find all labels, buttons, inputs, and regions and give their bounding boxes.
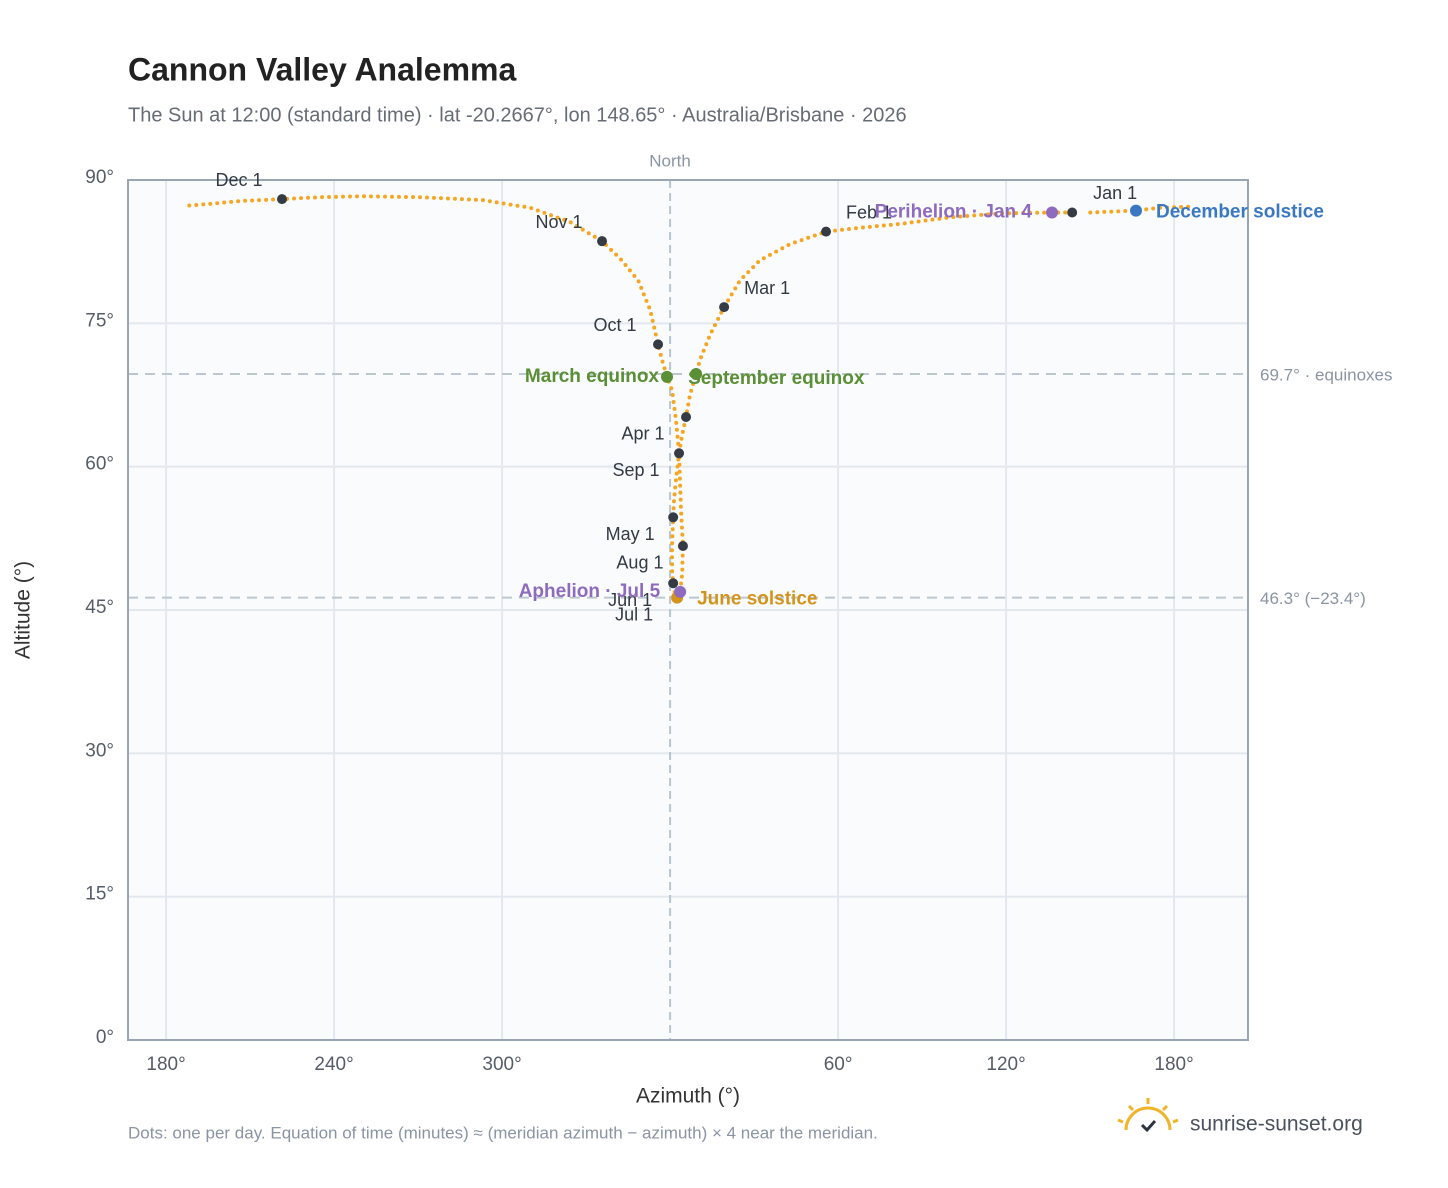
meridian-label: North	[649, 151, 691, 170]
chart-subtitle: The Sun at 12:00 (standard time) · lat -…	[128, 104, 907, 126]
y-tick-label: 45°	[85, 597, 114, 618]
month-marker	[719, 302, 730, 313]
chart-title: Cannon Valley Analemma	[128, 51, 516, 87]
y-tick-label: 15°	[85, 884, 114, 905]
event-marker	[661, 370, 673, 383]
y-axis-label: Altitude (°)	[12, 561, 35, 659]
month-label: Jul 1	[615, 604, 653, 624]
month-label: Jun 1	[608, 590, 652, 610]
event-label: December solstice	[1156, 202, 1324, 223]
month-marker	[653, 339, 664, 350]
y-tick-label: 0°	[96, 1027, 114, 1048]
month-label: Oct 1	[594, 315, 637, 335]
event-marker	[690, 367, 703, 380]
month-marker	[597, 236, 608, 247]
month-label: Mar 1	[744, 278, 790, 298]
reference-label: 46.3° (−23.4°)	[1260, 589, 1366, 608]
month-marker	[1067, 207, 1078, 218]
event-label: Aphelion · Jul 5	[519, 581, 661, 602]
month-marker	[668, 578, 679, 589]
event-marker	[1130, 204, 1142, 217]
month-marker	[674, 448, 685, 459]
month-label: Feb 1	[846, 202, 892, 222]
x-axis-label: Azimuth (°)	[636, 1085, 740, 1108]
event-marker	[674, 585, 687, 598]
month-marker	[277, 194, 287, 205]
month-marker	[677, 540, 688, 551]
month-label: May 1	[606, 524, 655, 544]
brand-logo	[1117, 1098, 1179, 1133]
event-marker	[1046, 206, 1058, 219]
y-tick-label: 30°	[85, 740, 114, 761]
month-marker	[681, 411, 692, 422]
x-tick-label: 240°	[314, 1054, 353, 1075]
month-marker	[821, 226, 832, 237]
y-tick-label: 90°	[85, 167, 114, 188]
month-label: Aug 1	[616, 553, 663, 573]
footnote: Dots: one per day. Equation of time (min…	[128, 1123, 878, 1142]
month-marker	[668, 512, 679, 523]
event-label: Perihelion · Jan 4	[875, 202, 1033, 223]
x-tick-label: 300°	[482, 1054, 521, 1075]
month-label: Dec 1	[215, 170, 262, 190]
month-label: Jan 1	[1093, 183, 1137, 203]
month-label: Apr 1	[622, 424, 665, 444]
month-label: Nov 1	[536, 212, 583, 232]
reference-label: 69.7° · equinoxes	[1260, 365, 1393, 384]
x-tick-label: 180°	[1154, 1054, 1193, 1075]
x-tick-label: 180°	[146, 1054, 185, 1075]
event-label: September equinox	[688, 368, 865, 389]
x-tick-label: 120°	[986, 1054, 1025, 1075]
plot-border	[127, 179, 1249, 1041]
x-tick-label: 60°	[824, 1054, 853, 1075]
month-label: Sep 1	[613, 460, 660, 480]
y-tick-label: 60°	[85, 454, 114, 475]
event-label: March equinox	[525, 366, 660, 387]
y-tick-label: 75°	[85, 310, 114, 331]
brand: sunrise-sunset.org	[1190, 1113, 1363, 1136]
event-label: June solstice	[697, 589, 817, 610]
